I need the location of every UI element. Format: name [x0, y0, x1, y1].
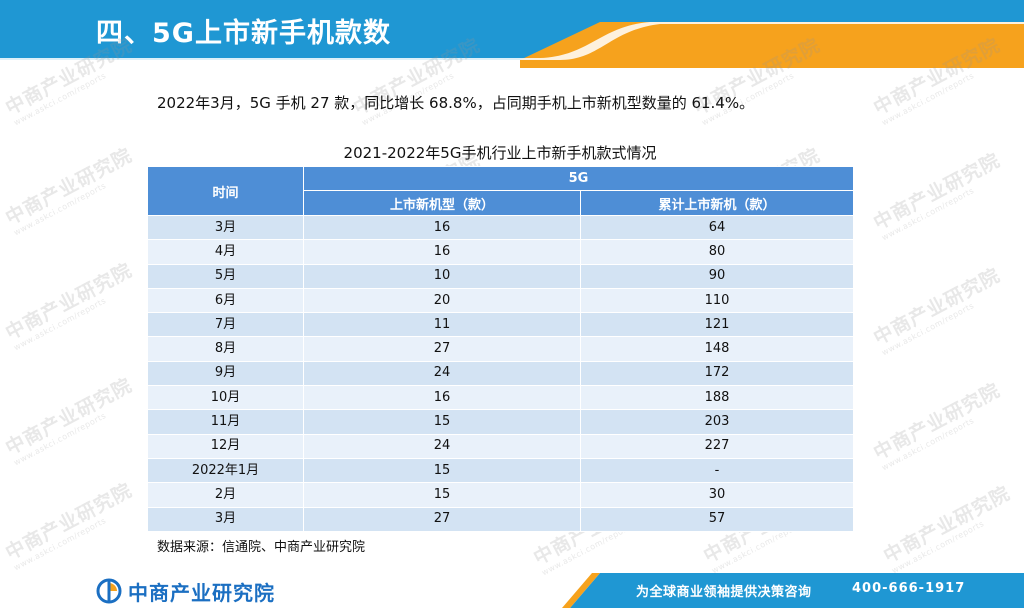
cell-time: 10月 [147, 385, 304, 411]
table-row: 9月 24 172 [147, 360, 854, 387]
table-caption: 2021-2022年5G手机行业上市新手机款式情况 [343, 144, 657, 162]
header-background [0, 0, 1024, 68]
cell-time: 3月 [147, 506, 304, 532]
watermark-url: www.askci.com/reports [880, 185, 976, 243]
cell-cumulative: 148 [580, 336, 854, 362]
footer-slogan: 为全球商业领袖提供决策咨询 [636, 585, 812, 600]
cell-time: 2022年1月 [147, 457, 304, 484]
cell-cumulative: 80 [580, 239, 854, 265]
cell-new-models: 27 [303, 506, 581, 532]
watermark-text: 中商产业研究院 [870, 149, 1004, 235]
footer-logo-text: 中商产业研究院 [128, 580, 275, 605]
table-subheader-row: 上市新机型（款） 累计上市新机（款） [148, 190, 854, 216]
cell-new-models: 27 [303, 336, 581, 362]
footer-phone: 400-666-1917 [852, 581, 966, 596]
cell-new-models: 16 [303, 385, 581, 411]
watermark-url: www.askci.com/reports [12, 180, 108, 238]
cell-new-models: 15 [303, 482, 581, 508]
cell-cumulative: 188 [580, 385, 854, 411]
watermark-url: www.askci.com/reports [12, 410, 108, 468]
cell-new-models: 16 [303, 214, 581, 241]
table-row: 6月 20 110 [147, 287, 854, 314]
header-cumulative: 累计上市新机（款） [580, 190, 854, 216]
footer-background [562, 573, 1024, 608]
watermark-text: 中商产业研究院 [870, 379, 1004, 465]
cell-time: 12月 [147, 433, 304, 459]
cell-time: 3月 [147, 214, 304, 241]
table-row: 2022年1月 15- [147, 457, 854, 484]
table-row: 2月 15 30 [147, 482, 854, 508]
table-row: 3月 16 64 [147, 214, 854, 241]
cell-new-models: 24 [303, 360, 581, 387]
cell-cumulative: 64 [580, 214, 854, 241]
table-row: 5月 10 90 [147, 263, 854, 289]
header-group-5g: 5G [303, 166, 854, 191]
cell-cumulative: 30 [580, 482, 854, 508]
cell-new-models: 15 [303, 457, 581, 484]
watermark-text: 中商产业研究院 [2, 479, 136, 565]
cell-time: 4月 [147, 239, 304, 265]
footer-logo: 中商产业研究院 [96, 576, 275, 606]
cell-time: 8月 [147, 336, 304, 362]
footer-bar: 中商产业研究院 为全球商业领袖提供决策咨询 400-666-1917 [0, 573, 1024, 608]
cell-new-models: 16 [303, 239, 581, 265]
watermark-url: www.askci.com/reports [890, 518, 986, 576]
table-row: 12月 24 227 [147, 433, 854, 459]
cell-time: 6月 [147, 287, 304, 314]
cell-cumulative: 90 [580, 263, 854, 289]
watermark-text: 中商产业研究院 [2, 144, 136, 230]
data-source: 数据来源：信通院、中商产业研究院 [157, 540, 366, 555]
watermark-text: 中商产业研究院 [880, 482, 1014, 568]
watermark-url: www.askci.com/reports [12, 295, 108, 353]
cell-time: 9月 [147, 360, 304, 387]
cell-time: 7月 [147, 312, 304, 338]
header-new-models: 上市新机型（款） [303, 190, 581, 216]
data-table: 时间 5G 上市新机型（款） 累计上市新机（款） 3月 16 64 4月 16 80 5… [147, 166, 854, 532]
table-header-row: 时间 5G [147, 166, 854, 216]
cell-time: 2月 [147, 482, 304, 508]
header-banner: 四、5G上市新手机款数 [0, 0, 1024, 68]
cell-cumulative: 203 [580, 409, 854, 435]
table-row: 8月 27 148 [147, 336, 854, 362]
cell-time: 5月 [147, 263, 304, 289]
summary-text: 2022年3月，5G 手机 27 款，同比增长 68.8%，占同期手机上市新机型… [157, 94, 755, 112]
cell-new-models: 24 [303, 433, 581, 459]
table-row: 7月 11 121 [147, 312, 854, 338]
cell-cumulative: 227 [580, 433, 854, 459]
watermark-url: www.askci.com/reports [12, 515, 108, 573]
cell-new-models: 11 [303, 312, 581, 338]
company-logo-icon [96, 578, 122, 604]
page-title: 四、5G上市新手机款数 [96, 18, 391, 49]
cell-cumulative: 172 [580, 360, 854, 387]
cell-new-models: 15 [303, 409, 581, 435]
header-time: 时间 [147, 166, 304, 216]
cell-time: 11月 [147, 409, 304, 435]
cell-cumulative: 57 [580, 506, 854, 532]
cell-cumulative: 121 [580, 312, 854, 338]
watermark-text: 中商产业研究院 [2, 374, 136, 460]
watermark-url: www.askci.com/reports [880, 415, 976, 473]
table-row: 11月 15 203 [147, 409, 854, 435]
table-row: 10月 16 188 [147, 385, 854, 411]
watermark-text: 中商产业研究院 [2, 259, 136, 345]
table-row: 3月 27 57 [147, 506, 854, 532]
table-row: 4月 16 80 [147, 239, 854, 265]
cell-cumulative: 110 [580, 287, 854, 314]
cell-new-models: 10 [303, 263, 581, 289]
cell-new-models: 20 [303, 287, 581, 314]
watermark-url: www.askci.com/reports [880, 300, 976, 358]
cell-cumulative: - [580, 457, 854, 484]
watermark-text: 中商产业研究院 [870, 264, 1004, 350]
